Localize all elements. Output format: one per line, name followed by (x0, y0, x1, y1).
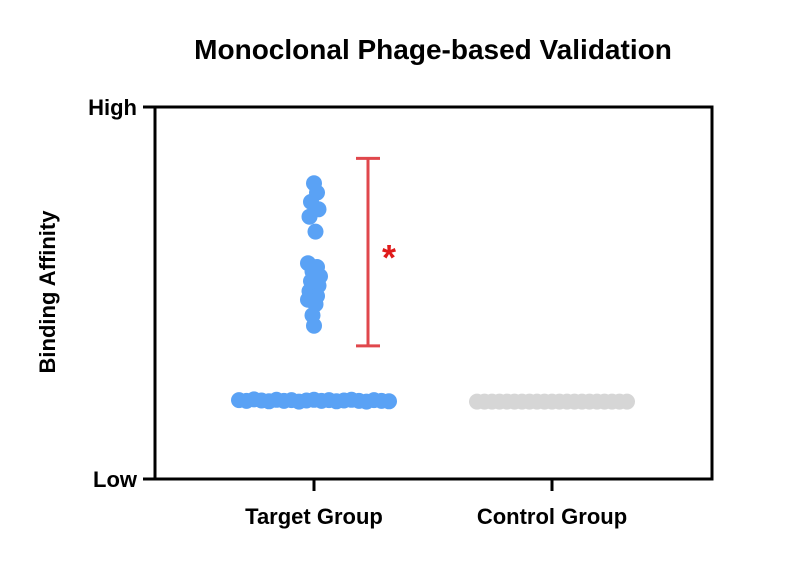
x-axis-ticks: Target Group Control Group (245, 479, 627, 529)
x-tick-label: Target Group (245, 504, 383, 529)
data-point (619, 393, 635, 410)
x-tick-label: Control Group (477, 504, 627, 529)
significance-star: * (382, 237, 396, 278)
data-point (306, 317, 322, 334)
annotations: * (356, 156, 396, 348)
data-points (231, 175, 635, 410)
data-point (301, 208, 318, 225)
y-tick-label: Low (93, 467, 138, 492)
data-point (307, 223, 324, 240)
y-axis-ticks: Low High (88, 95, 155, 492)
y-tick-label: High (88, 95, 137, 120)
plot-frame (153, 105, 714, 481)
data-point (381, 393, 397, 410)
y-axis-label: Binding Affinity (35, 210, 60, 374)
chart-title: Monoclonal Phage-based Validation (194, 34, 672, 65)
axes (153, 105, 714, 481)
